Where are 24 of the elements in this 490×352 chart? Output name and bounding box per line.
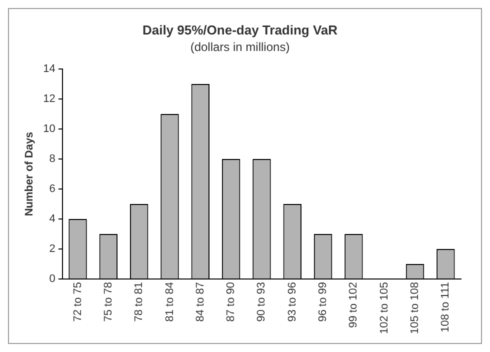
chart-subtitle: (dollars in millions): [190, 40, 290, 54]
y-tick-label: 4: [49, 213, 56, 226]
y-tick-label: 0: [49, 273, 56, 286]
chart-title: Daily 95%/One-day Trading VaR: [142, 22, 338, 38]
x-tick-label: 87 to 90: [225, 282, 238, 322]
x-tick-label: 108 to 111: [440, 282, 452, 332]
x-tick-label: 78 to 81: [133, 282, 146, 322]
x-tick-label: 75 to 78: [102, 282, 114, 322]
x-tick-label: 90 to 93: [256, 282, 268, 322]
y-tick-label: 12: [43, 93, 56, 106]
x-tick-label: 84 to 87: [194, 282, 206, 322]
x-tick-label: 102 to 105: [378, 282, 390, 334]
y-tick-label: 2: [49, 243, 56, 256]
y-tick-label: 8: [49, 153, 56, 166]
x-tick-label: 93 to 96: [286, 282, 298, 322]
x-tick-label: 105 to 108: [409, 282, 422, 334]
x-tick-label: 81 to 84: [164, 282, 176, 322]
y-tick-label: 6: [49, 183, 56, 196]
x-tick-label: 99 to 102: [348, 282, 360, 328]
y-tick-label: 10: [43, 123, 56, 136]
x-tick-label: 96 to 99: [317, 282, 330, 322]
y-tick-label: 14: [43, 63, 56, 76]
x-tick-label: 72 to 75: [72, 282, 84, 322]
y-axis-title: Number of Days: [24, 132, 36, 216]
